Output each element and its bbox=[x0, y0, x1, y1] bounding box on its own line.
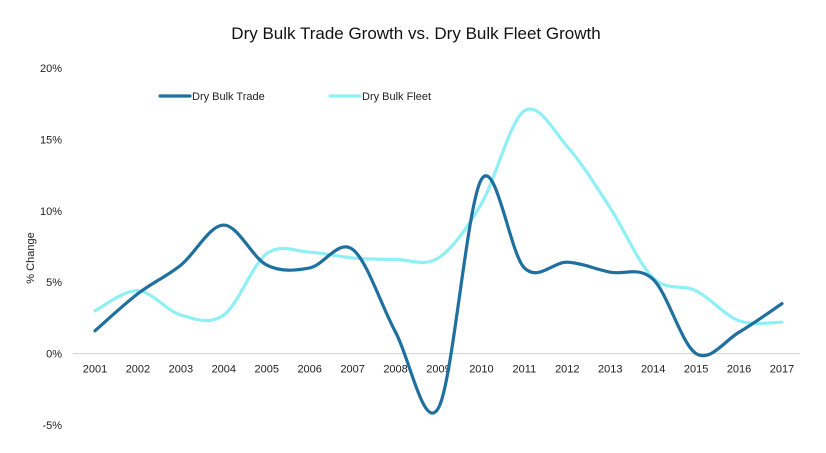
x-tick-label: 2011 bbox=[513, 364, 537, 376]
x-tick-label: 2005 bbox=[255, 364, 279, 376]
y-tick-label: 0% bbox=[46, 349, 62, 361]
series-line-dry-bulk-trade bbox=[93, 174, 784, 415]
series-lines bbox=[93, 107, 784, 415]
x-tick-label: 2006 bbox=[297, 364, 321, 376]
x-tick-label: 2014 bbox=[641, 364, 665, 376]
y-tick-label: -5% bbox=[42, 420, 62, 432]
y-axis-ticks: -5% 0% 5% 10% 15% 20% bbox=[40, 63, 62, 432]
legend-label: Dry Bulk Fleet bbox=[362, 91, 431, 103]
x-tick-label: 2008 bbox=[383, 364, 407, 376]
x-tick-label: 2003 bbox=[169, 364, 193, 376]
x-tick-label: 2017 bbox=[770, 364, 794, 376]
x-tick-label: 2010 bbox=[469, 364, 493, 376]
legend: Dry Bulk Trade Dry Bulk Fleet bbox=[158, 91, 431, 103]
y-tick-label: 15% bbox=[40, 134, 62, 146]
x-tick-label: 2009 bbox=[426, 364, 450, 376]
y-tick-label: 20% bbox=[40, 63, 62, 75]
x-tick-label: 2004 bbox=[212, 364, 236, 376]
x-tick-label: 2016 bbox=[727, 364, 751, 376]
legend-label: Dry Bulk Trade bbox=[192, 91, 265, 103]
series-line-dry-bulk-fleet bbox=[93, 107, 784, 326]
y-tick-label: 5% bbox=[46, 277, 62, 289]
x-tick-label: 2001 bbox=[83, 364, 107, 376]
x-axis-ticks: 2001 2002 2003 2004 2005 2006 2007 2008 2009 2010… bbox=[83, 364, 794, 376]
y-axis-label: % Change bbox=[25, 232, 37, 283]
x-tick-label: 2013 bbox=[598, 364, 622, 376]
x-tick-label: 2015 bbox=[684, 364, 708, 376]
x-tick-label: 2007 bbox=[340, 364, 364, 376]
x-tick-label: 2002 bbox=[126, 364, 150, 376]
x-tick-label: 2012 bbox=[555, 364, 579, 376]
y-tick-label: 10% bbox=[40, 206, 62, 218]
chart-title: Dry Bulk Trade Growth vs. Dry Bulk Fleet… bbox=[231, 24, 600, 43]
